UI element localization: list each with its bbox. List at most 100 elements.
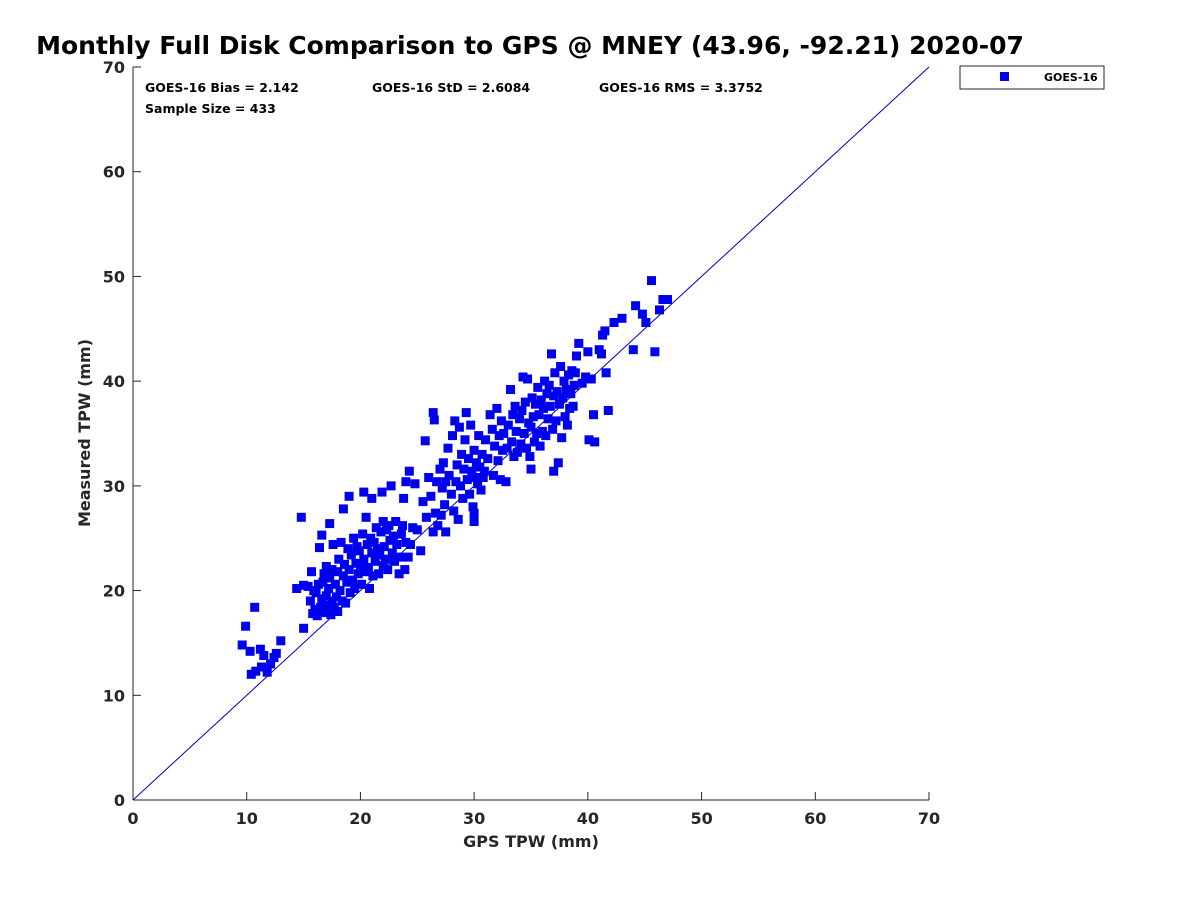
data-point — [655, 305, 664, 315]
data-point — [394, 569, 404, 579]
data-point — [348, 575, 357, 585]
data-point — [359, 554, 369, 564]
legend-entry-goes-16: GOES-16 — [1044, 71, 1098, 84]
data-point — [495, 475, 505, 485]
data-point — [508, 410, 518, 420]
data-point — [475, 462, 485, 472]
y-tick-label: 60 — [103, 163, 125, 182]
data-point — [370, 556, 380, 566]
data-point — [568, 401, 578, 411]
data-point — [303, 581, 313, 591]
data-point — [332, 592, 341, 602]
data-point — [548, 424, 558, 434]
data-point — [550, 368, 560, 378]
data-point — [589, 410, 598, 420]
data-point — [628, 345, 638, 355]
data-point — [443, 443, 453, 453]
data-point — [551, 416, 561, 426]
data-point — [456, 481, 465, 491]
data-point — [597, 349, 606, 359]
data-point — [469, 508, 479, 518]
data-point — [557, 433, 567, 443]
data-point — [390, 556, 399, 566]
one-to-one-line — [132, 66, 930, 801]
data-point — [569, 380, 579, 390]
data-point — [562, 420, 572, 430]
data-point — [388, 531, 398, 541]
data-point — [312, 611, 322, 621]
data-point — [396, 529, 406, 539]
data-point — [371, 523, 381, 533]
data-point — [379, 542, 389, 552]
data-point — [545, 401, 555, 411]
data-point — [237, 640, 247, 650]
data-point — [408, 523, 418, 533]
data-point — [376, 527, 386, 537]
data-point — [526, 464, 536, 474]
data-point — [469, 517, 479, 526]
data-point — [387, 548, 397, 558]
bias-stat: GOES-16 Bias = 2.142 — [145, 80, 299, 95]
chart-title: Monthly Full Disk Comparison to GPS @ MN… — [36, 31, 1024, 60]
data-point — [431, 508, 440, 518]
data-point — [519, 429, 529, 438]
data-point — [528, 412, 538, 422]
data-point — [367, 548, 377, 558]
data-point — [485, 410, 495, 420]
data-point — [328, 540, 338, 549]
data-point — [483, 454, 493, 464]
data-point — [418, 497, 428, 507]
data-point — [255, 644, 265, 654]
data-point — [601, 368, 611, 378]
data-point — [553, 458, 563, 468]
data-point — [617, 313, 627, 323]
data-point — [451, 477, 461, 487]
data-point — [469, 445, 479, 455]
data-point — [324, 584, 334, 593]
data-point — [386, 481, 396, 491]
data-point — [412, 525, 422, 535]
data-point — [410, 479, 420, 489]
data-point — [361, 512, 371, 522]
data-point — [522, 443, 531, 453]
data-point — [426, 491, 436, 501]
sample-size-stat: Sample Size = 433 — [145, 101, 276, 116]
data-point — [478, 473, 488, 482]
data-point — [363, 563, 373, 572]
data-point — [271, 648, 281, 658]
y-tick-label: 40 — [103, 372, 125, 391]
data-point — [341, 598, 351, 608]
data-point — [344, 565, 354, 575]
data-point — [452, 460, 462, 470]
data-point — [520, 397, 530, 407]
data-point — [572, 351, 581, 361]
data-point — [404, 466, 414, 476]
x-tick-label: 40 — [577, 809, 599, 828]
data-point — [586, 374, 596, 384]
data-point — [241, 621, 251, 631]
data-point — [506, 385, 515, 394]
y-tick-label: 30 — [103, 477, 125, 496]
data-point — [406, 540, 415, 549]
data-point — [449, 506, 459, 516]
data-point — [457, 449, 467, 459]
data-point — [338, 571, 348, 581]
data-point — [330, 579, 340, 589]
data-point — [501, 477, 511, 487]
data-point — [556, 362, 566, 371]
data-point — [398, 521, 407, 531]
data-point — [549, 466, 559, 476]
data-point — [416, 546, 426, 556]
data-point — [525, 452, 535, 461]
data-point — [502, 443, 512, 453]
data-point — [444, 470, 454, 480]
data-point — [566, 389, 576, 399]
data-point — [473, 479, 483, 489]
legend: GOES-16 — [959, 65, 1105, 90]
data-point — [489, 470, 498, 480]
data-point — [541, 431, 551, 441]
data-point — [539, 403, 548, 413]
data-point — [384, 521, 394, 531]
data-point — [392, 540, 402, 549]
data-point — [317, 530, 327, 540]
